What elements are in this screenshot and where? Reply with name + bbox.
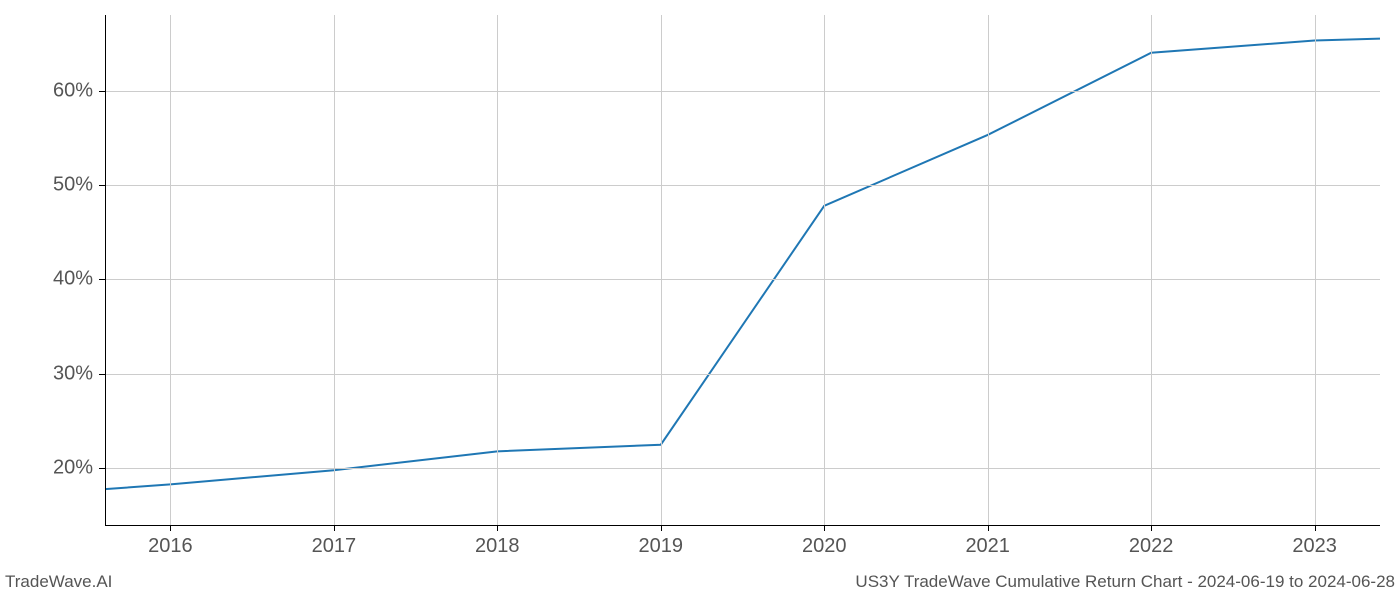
footer-left-text: TradeWave.AI <box>5 572 112 592</box>
grid-line-horizontal <box>105 374 1380 375</box>
grid-line-horizontal <box>105 91 1380 92</box>
x-tick-label: 2018 <box>475 535 520 558</box>
y-tick-label: 40% <box>53 268 93 291</box>
plot-area <box>105 15 1380 525</box>
x-tick-label: 2020 <box>802 535 847 558</box>
y-tick-label: 60% <box>53 79 93 102</box>
y-axis-spine <box>105 15 106 525</box>
x-tick-label: 2023 <box>1292 535 1337 558</box>
x-axis-spine <box>105 525 1380 526</box>
grid-line-horizontal <box>105 468 1380 469</box>
x-tick-label: 2017 <box>312 535 357 558</box>
grid-line-horizontal <box>105 185 1380 186</box>
grid-line-horizontal <box>105 279 1380 280</box>
footer-right-text: US3Y TradeWave Cumulative Return Chart -… <box>855 572 1395 592</box>
chart-container: TradeWave.AI US3Y TradeWave Cumulative R… <box>0 0 1400 600</box>
y-tick-label: 30% <box>53 362 93 385</box>
x-tick-label: 2022 <box>1129 535 1174 558</box>
y-tick-label: 20% <box>53 457 93 480</box>
data-line <box>105 39 1380 490</box>
y-tick-label: 50% <box>53 174 93 197</box>
x-tick-label: 2019 <box>639 535 684 558</box>
x-tick-label: 2021 <box>965 535 1010 558</box>
x-tick-label: 2016 <box>148 535 193 558</box>
